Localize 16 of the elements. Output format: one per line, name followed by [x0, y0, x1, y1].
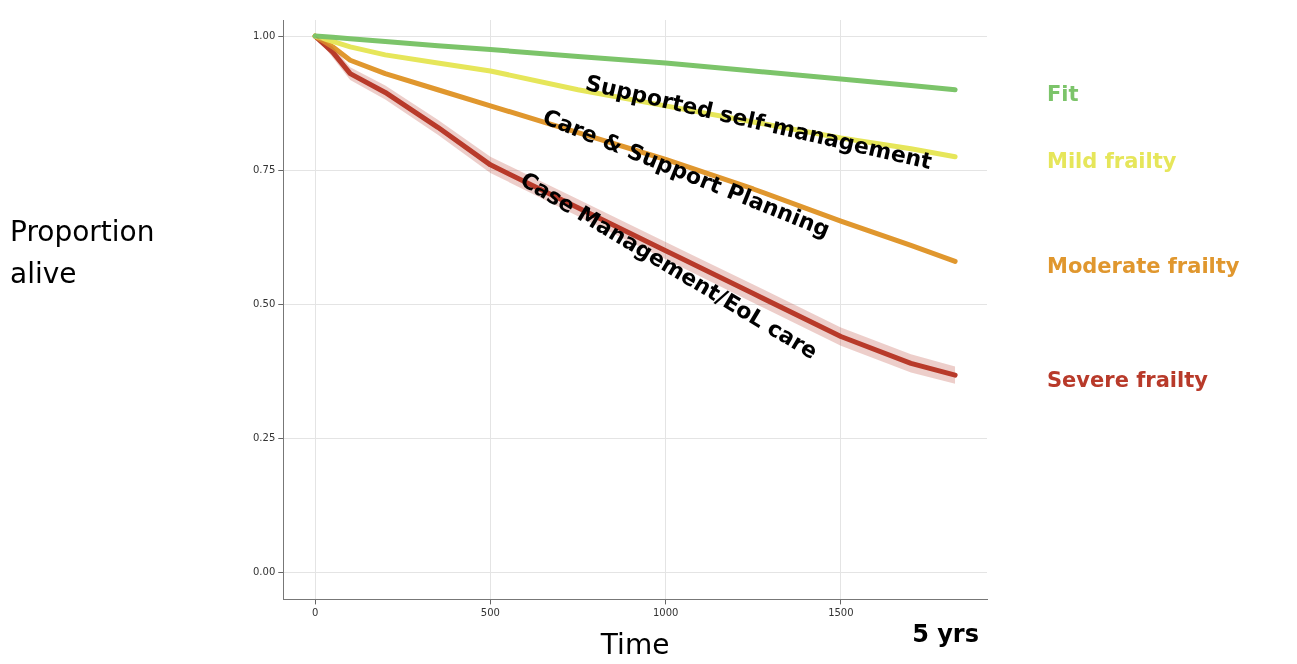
x-tick-label: 500 [480, 606, 500, 618]
text: Mild frailty [1047, 149, 1177, 174]
text: Severe frailty [1047, 367, 1209, 392]
x-tick-label: 1000 [652, 606, 679, 618]
y-tick-label: 0.50 [253, 297, 276, 309]
text: Fit [1047, 82, 1079, 107]
x-tick-label: 0 [311, 606, 319, 618]
text: Moderate frailty [1047, 253, 1240, 278]
y-tick-label: 1.00 [253, 29, 276, 41]
y-tick-label: 0.75 [253, 163, 276, 175]
x-axis-title: Time [599, 628, 670, 662]
text: 5 yrs [912, 619, 979, 648]
y-axis-title: Proportion alive [10, 215, 155, 291]
x-tick-label: 1500 [828, 606, 854, 618]
y-tick-label: 0.00 [253, 566, 276, 578]
y-tick-label: 0.25 [253, 432, 276, 444]
